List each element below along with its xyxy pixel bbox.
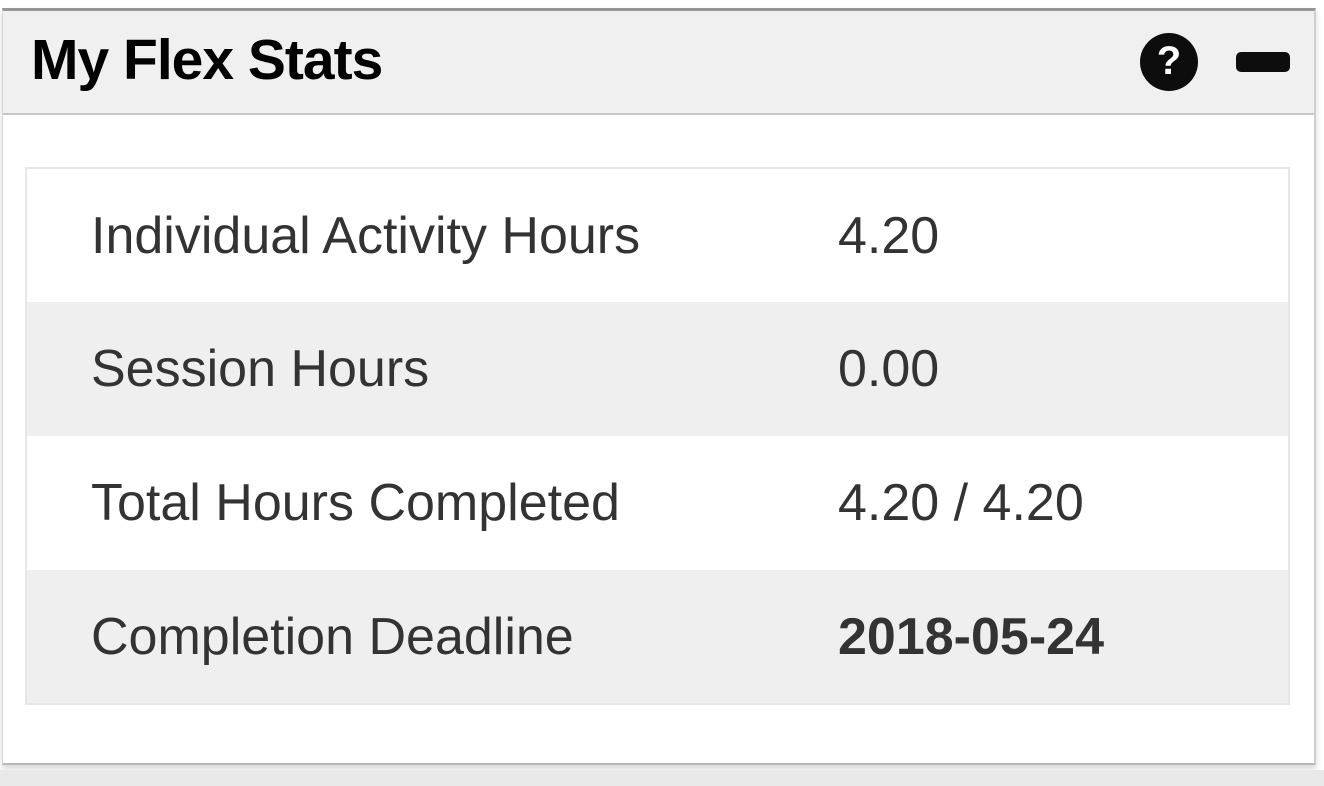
widget-body: Individual Activity Hours 4.20 Session H… — [3, 115, 1314, 763]
widget-title: My Flex Stats — [31, 27, 383, 92]
stat-label-completion-deadline: Completion Deadline — [26, 570, 838, 704]
table-row: Individual Activity Hours 4.20 — [26, 168, 1289, 302]
table-row: Session Hours 0.00 — [26, 302, 1289, 436]
flex-stats-table: Individual Activity Hours 4.20 Session H… — [25, 167, 1290, 705]
stat-value-total-hours-completed: 4.20 / 4.20 — [838, 436, 1289, 570]
page-background-strip — [0, 770, 1324, 786]
stat-label-total-hours-completed: Total Hours Completed — [26, 436, 838, 570]
stat-label-individual-activity-hours: Individual Activity Hours — [26, 168, 838, 302]
my-flex-stats-widget: My Flex Stats ? Individual Activity Hour… — [2, 8, 1316, 765]
widget-header: My Flex Stats ? — [3, 11, 1314, 115]
stat-label-session-hours: Session Hours — [26, 302, 838, 436]
stat-value-completion-deadline: 2018-05-24 — [838, 570, 1289, 704]
widget-header-actions: ? — [1140, 33, 1290, 91]
help-icon[interactable]: ? — [1140, 33, 1198, 91]
table-row: Total Hours Completed 4.20 / 4.20 — [26, 436, 1289, 570]
table-row: Completion Deadline 2018-05-24 — [26, 570, 1289, 704]
stat-value-session-hours: 0.00 — [838, 302, 1289, 436]
collapse-icon[interactable] — [1236, 52, 1290, 72]
stat-value-individual-activity-hours: 4.20 — [838, 168, 1289, 302]
